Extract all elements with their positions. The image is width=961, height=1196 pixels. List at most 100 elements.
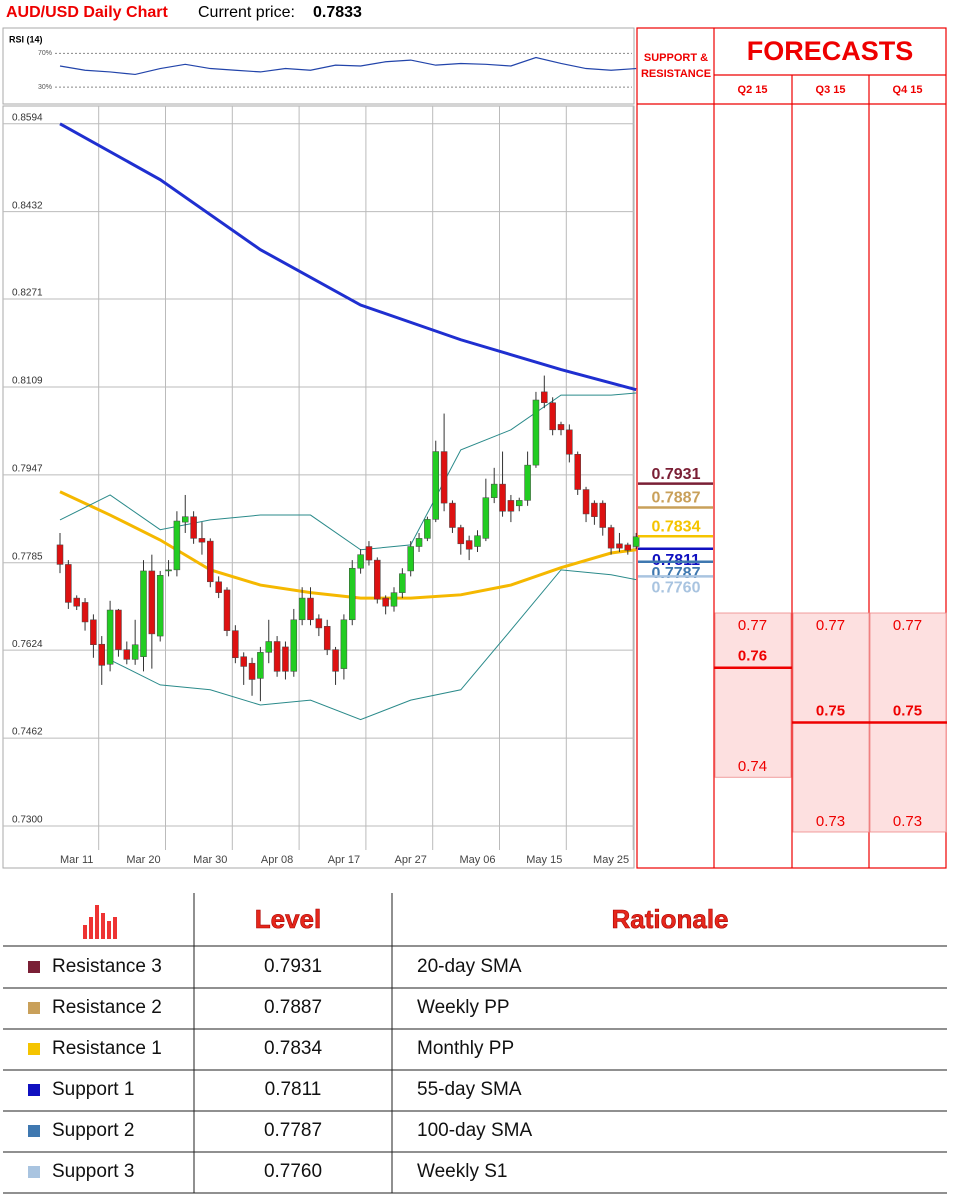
- candle-body: [457, 527, 465, 545]
- forecast-central: 0.75: [893, 702, 922, 719]
- candle-body: [232, 630, 239, 659]
- level-value: 0.7787: [264, 1120, 322, 1141]
- y-tick-label: 0.8271: [12, 288, 43, 299]
- rsi-line: [59, 56, 637, 76]
- candle-body: [582, 489, 590, 515]
- level-label: 0.7887: [652, 490, 701, 507]
- candle-body: [190, 516, 197, 539]
- level-swatch: [28, 1084, 40, 1096]
- candle-body: [390, 592, 398, 607]
- title: AUD/USD Daily Chart: [6, 4, 168, 21]
- candle-body: [115, 609, 122, 650]
- candle-body: [516, 500, 523, 507]
- candle-body: [98, 643, 105, 666]
- y-tick-label: 0.8432: [12, 200, 43, 211]
- candle-body: [624, 544, 632, 551]
- candle-body: [131, 644, 139, 660]
- y-tick-label: 0.7785: [12, 551, 43, 562]
- candle-body: [415, 538, 423, 547]
- forecast-low: 0.74: [738, 758, 767, 775]
- quarter-label: Q2 15: [738, 84, 768, 96]
- candle-body: [81, 602, 89, 623]
- level-swatch: [28, 961, 40, 973]
- candle-body: [507, 500, 515, 512]
- candle-body: [315, 618, 323, 629]
- candle-body: [482, 497, 490, 539]
- candle-body: [449, 502, 456, 528]
- candle-body: [332, 649, 339, 672]
- candle-body: [549, 402, 556, 431]
- quarter-label: Q3 15: [816, 84, 846, 96]
- x-tick-label: Mar 20: [126, 854, 160, 866]
- rsi-tick-label: 30%: [38, 84, 52, 91]
- candle-body: [248, 662, 256, 680]
- level-rationale: 100-day SMA: [417, 1120, 532, 1141]
- level-label: 0.7811: [652, 552, 700, 569]
- level-rationale: Weekly S1: [417, 1161, 507, 1182]
- x-tick-label: May 15: [526, 854, 562, 866]
- candle-body: [240, 656, 247, 667]
- rsi-title: RSI (14): [9, 34, 43, 44]
- level-value: 0.7931: [264, 956, 322, 977]
- level-swatch: [28, 1166, 40, 1178]
- candle-body: [307, 597, 314, 621]
- candle-body: [73, 597, 80, 607]
- level-value: 0.7760: [264, 1161, 322, 1182]
- candle-body: [432, 451, 439, 520]
- rsi-panel: [2, 27, 635, 105]
- candle-body: [273, 641, 281, 672]
- candle-body: [499, 483, 506, 512]
- candle-body: [365, 546, 373, 561]
- x-tick-label: May 25: [593, 854, 629, 866]
- sr-header: SUPPORT & RESISTANCE: [641, 52, 711, 80]
- forecast-high: 0.77: [893, 617, 922, 634]
- candle-body: [140, 570, 147, 657]
- x-tick-label: Mar 30: [193, 854, 227, 866]
- level-rationale: Weekly PP: [417, 997, 510, 1018]
- level-label: 0.7760: [652, 580, 701, 597]
- table-header: Level: [255, 904, 322, 934]
- forecast-central: 0.76: [738, 648, 767, 665]
- candle-body: [574, 454, 581, 490]
- candle-body: [265, 641, 272, 653]
- x-tick-label: Apr 27: [394, 854, 426, 866]
- level-label: 0.7931: [652, 466, 701, 483]
- candle-body: [440, 451, 448, 504]
- candle-body: [148, 570, 156, 635]
- candle-body: [106, 609, 114, 665]
- level-value: 0.7834: [264, 1038, 323, 1059]
- candle-body: [399, 573, 406, 593]
- level-rationale: Monthly PP: [417, 1038, 514, 1059]
- candle-body: [632, 536, 640, 547]
- forecast-low: 0.73: [816, 813, 845, 830]
- current-price: 0.7833: [313, 4, 362, 21]
- candle-body: [323, 626, 331, 650]
- candle-body: [407, 546, 414, 572]
- indicator-line: [59, 490, 637, 600]
- table-icon: [83, 905, 117, 939]
- candle-body: [382, 597, 389, 607]
- forecast-low: 0.73: [893, 813, 922, 830]
- x-tick-label: May 06: [459, 854, 495, 866]
- candle-body: [182, 516, 189, 523]
- indicator-line: [109, 569, 637, 721]
- candle-body: [56, 544, 64, 565]
- chart-panel: [2, 105, 635, 869]
- candle-body: [65, 564, 72, 603]
- candle-body: [424, 519, 431, 539]
- level-name: Support 2: [52, 1120, 134, 1141]
- level-name: Resistance 2: [52, 997, 162, 1018]
- candle-body: [215, 581, 222, 593]
- rsi-tick-label: 70%: [38, 50, 52, 57]
- level-name: Support 1: [52, 1079, 134, 1100]
- level-value: 0.7887: [264, 997, 322, 1018]
- candle-body: [616, 543, 623, 549]
- candle-body: [474, 535, 481, 547]
- candle-body: [374, 559, 381, 600]
- candle-body: [257, 652, 264, 679]
- table-frame: [3, 893, 947, 1193]
- candle-body: [524, 464, 531, 501]
- forecast-high: 0.77: [816, 617, 845, 634]
